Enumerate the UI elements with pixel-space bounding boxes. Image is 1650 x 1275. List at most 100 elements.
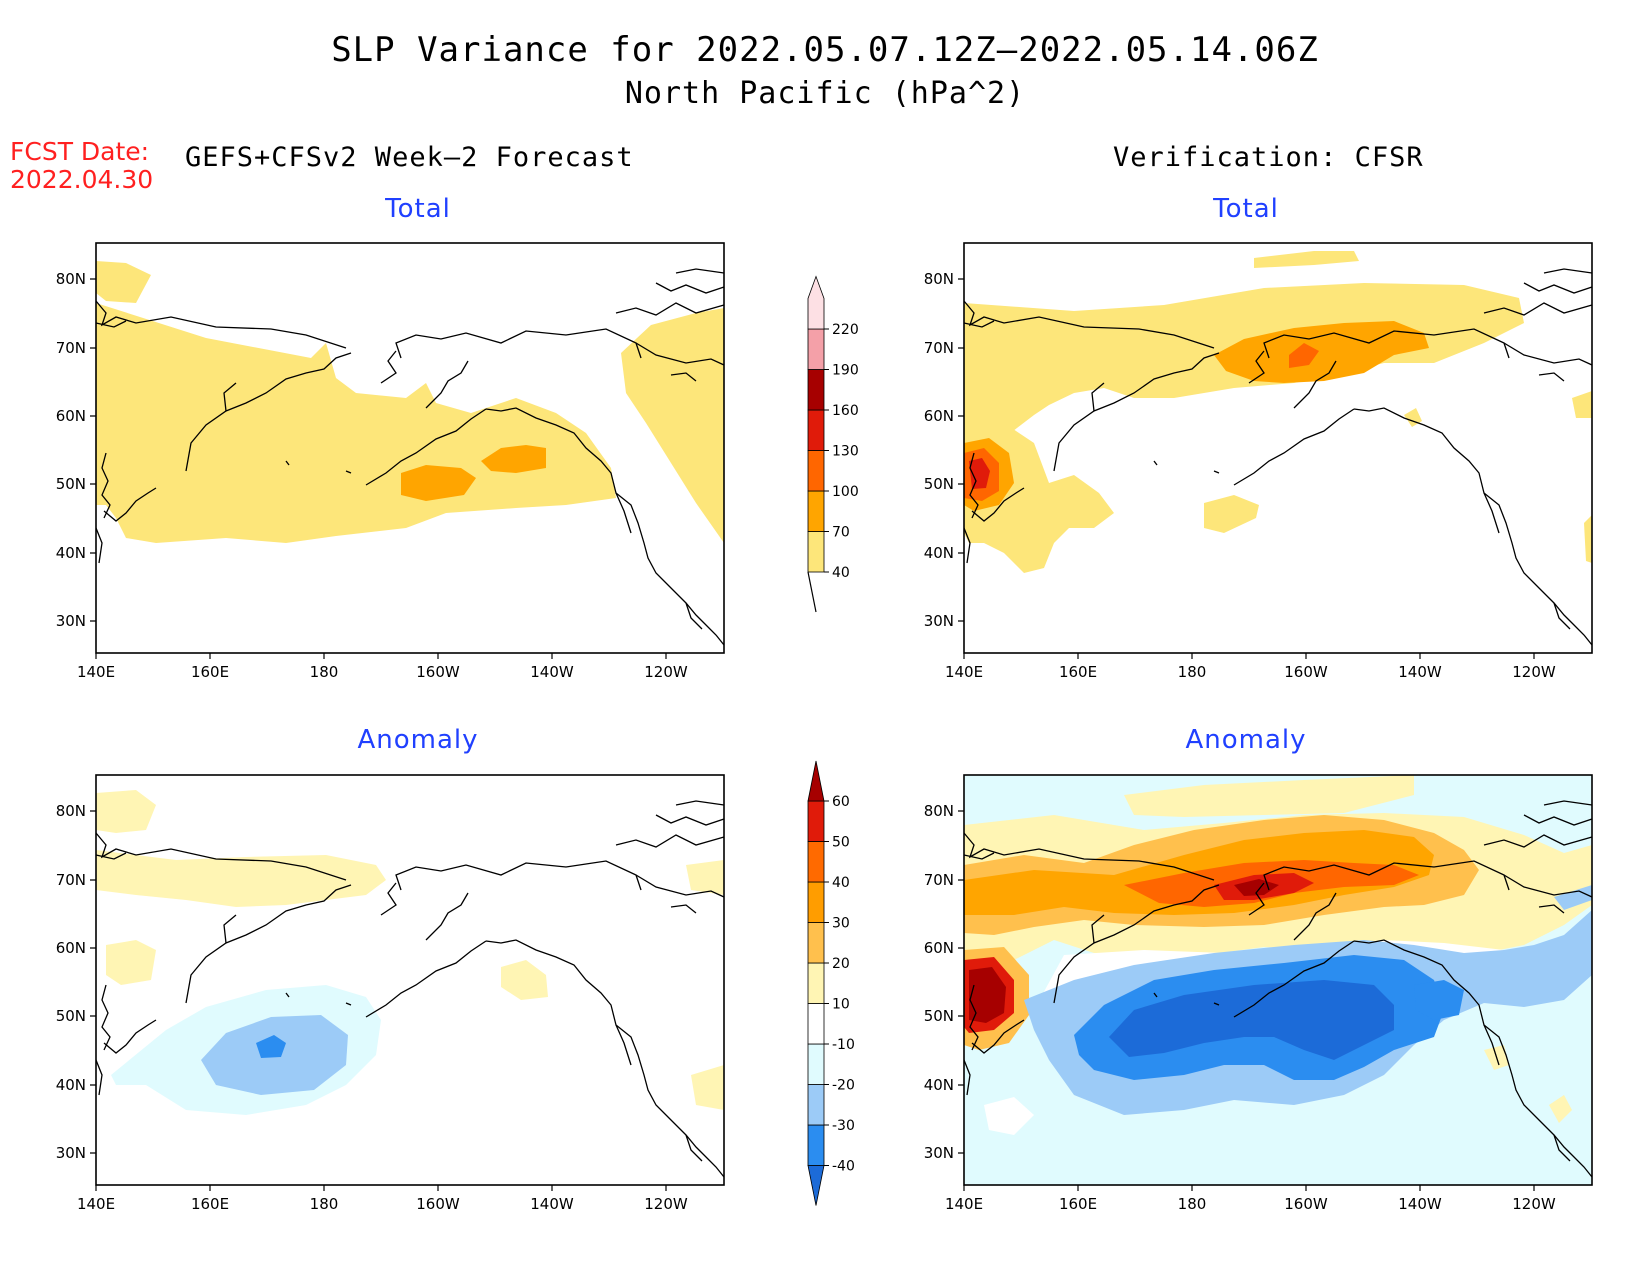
- lon-tick-label: 160W: [416, 1195, 460, 1213]
- verif-anom-paleyellow-se2: [1549, 1095, 1572, 1123]
- figure-title: SLP Variance for 2022.05.07.12Z–2022.05.…: [331, 30, 1319, 70]
- colorbar-anomaly-label: 60: [832, 794, 850, 810]
- verif-anom-darkblue: [1109, 980, 1394, 1060]
- verif-anom-darkred-north: [1234, 879, 1279, 896]
- lon-tick-label: 160W: [416, 663, 460, 681]
- lon-tick-label: 120W: [1512, 1195, 1556, 1213]
- panel-title-verification-anomaly: Anomaly: [1185, 725, 1307, 755]
- lat-tick-label: 70N: [56, 339, 86, 357]
- fcst-anom-paleyellow-nw: [96, 790, 156, 833]
- colorbar-anomaly-swatch: [807, 962, 825, 1004]
- lon-tick-label: 180: [310, 1195, 339, 1213]
- fcst-total-orange-1: [401, 465, 476, 501]
- lon-tick-label: 180: [310, 663, 339, 681]
- lon-tick-label: 140E: [77, 1195, 115, 1213]
- verif-anom-midblue-east: [1414, 980, 1464, 1020]
- colorbar-total-swatch: [807, 409, 825, 451]
- fcst-total-yellow-east: [621, 308, 724, 543]
- map-verification-anomaly: [957, 774, 1593, 1192]
- lon-tick-label: 140E: [945, 663, 983, 681]
- lon-tick-label: 140W: [1398, 1195, 1442, 1213]
- panel-title-forecast-anomaly: Anomaly: [357, 725, 479, 755]
- panel-title-forecast-total: Total: [385, 194, 451, 224]
- colorbar-total-label: 70: [832, 525, 850, 541]
- colorbar-anomaly-label: -10: [832, 1037, 855, 1053]
- lat-tick-label: 70N: [924, 871, 954, 889]
- lat-tick-label: 50N: [924, 1007, 954, 1025]
- verification-column-title: Verification: CFSR: [1113, 142, 1424, 173]
- colorbar-total-swatch: [807, 450, 825, 492]
- lon-tick-label: 160E: [191, 1195, 229, 1213]
- verif-anom-white-sw: [984, 1097, 1034, 1135]
- colorbar-anomaly-label: 50: [832, 835, 850, 851]
- colorbar-anomaly-swatch: [807, 1043, 825, 1085]
- lon-tick-label: 140W: [530, 1195, 574, 1213]
- lat-tick-label: 30N: [56, 1144, 86, 1162]
- fcst-anom-midblue: [256, 1035, 286, 1058]
- fcst-anom-paleyellow-north: [96, 850, 386, 907]
- fcst-total-yellow-nw: [96, 261, 151, 303]
- fcst-anom-paleyellow-west: [106, 940, 156, 985]
- colorbar-total-swatch: [807, 531, 825, 573]
- lat-tick-label: 40N: [924, 1076, 954, 1094]
- lon-tick-label: 180: [1178, 1195, 1207, 1213]
- colorbar-total-swatch: [807, 369, 825, 411]
- axis-tick-labels: 140E 160E 180 160W 140W 120W 80N 70N 60N 50N 40N 30…: [56, 270, 1556, 1213]
- colorbar-total-label: 40: [832, 565, 850, 581]
- lon-tick-label: 160E: [1059, 1195, 1097, 1213]
- colorbar-anomaly: -40 -30 -20 -10 10 20 30 40 50 60: [807, 760, 855, 1206]
- fcst-anom-paleyellow-se: [691, 1065, 724, 1110]
- fcst-total-yellow-main: [96, 303, 616, 543]
- figure-subtitle: North Pacific (hPa^2): [624, 76, 1026, 111]
- colorbar-anomaly-swatch: [807, 800, 825, 842]
- verif-total-yellow-patch-1: [1204, 495, 1259, 533]
- lat-tick-label: 40N: [924, 544, 954, 562]
- colorbar-total-label: 190: [832, 363, 859, 379]
- lon-tick-label: 140W: [530, 663, 574, 681]
- lat-tick-label: 30N: [924, 612, 954, 630]
- lat-tick-label: 80N: [924, 270, 954, 288]
- lon-tick-label: 160W: [1284, 663, 1328, 681]
- lon-tick-label: 180: [1178, 663, 1207, 681]
- colorbar-anomaly-label: 20: [832, 956, 850, 972]
- lon-tick-label: 120W: [644, 1195, 688, 1213]
- lat-tick-label: 60N: [56, 939, 86, 957]
- lat-tick-label: 80N: [924, 802, 954, 820]
- lat-tick-label: 30N: [924, 1144, 954, 1162]
- colorbar-anomaly-swatch: [807, 922, 825, 964]
- colorbar-total-label: 160: [832, 403, 859, 419]
- verif-total-darkorange-north: [1289, 343, 1319, 368]
- forecast-column-title: GEFS+CFSv2 Week–2 Forecast: [185, 142, 634, 173]
- colorbar-anomaly-label: -40: [832, 1159, 855, 1175]
- colorbar-total-tail: [807, 571, 817, 613]
- lat-tick-label: 50N: [924, 475, 954, 493]
- lon-tick-label: 140W: [1398, 663, 1442, 681]
- colorbar-anomaly-swatch: [807, 760, 825, 802]
- verif-total-orange-north: [1214, 321, 1429, 383]
- colorbar-anomaly-label: -20: [832, 1078, 855, 1094]
- map-verification-total: [957, 242, 1593, 660]
- colorbar-total-label: 100: [832, 484, 859, 500]
- fcst-date-value: 2022.04.30: [10, 165, 154, 194]
- verif-total-yellow-patch-4: [1584, 515, 1592, 563]
- lat-tick-label: 60N: [924, 939, 954, 957]
- lat-tick-label: 40N: [56, 544, 86, 562]
- colorbar-total: 40 70 100 130 160 190 220: [807, 275, 859, 613]
- verif-anom-lightblue-ne: [1554, 885, 1592, 910]
- verif-anom-paleyellow-top: [1124, 775, 1414, 817]
- colorbar-anomaly-label: 40: [832, 875, 850, 891]
- panel-title-verification-total: Total: [1213, 194, 1279, 224]
- colorbar-anomaly-swatch: [807, 841, 825, 883]
- lat-tick-label: 60N: [924, 407, 954, 425]
- lon-tick-label: 140E: [77, 663, 115, 681]
- lat-tick-label: 80N: [56, 802, 86, 820]
- lon-tick-label: 120W: [644, 663, 688, 681]
- colorbar-anomaly-swatch: [807, 881, 825, 923]
- lon-tick-label: 120W: [1512, 663, 1556, 681]
- colorbar-total-swatch: [807, 275, 825, 330]
- colorbar-total-swatch: [807, 490, 825, 532]
- lat-tick-label: 40N: [56, 1076, 86, 1094]
- colorbar-anomaly-label: 10: [832, 997, 850, 1013]
- colorbar-anomaly-swatch: [807, 1003, 825, 1045]
